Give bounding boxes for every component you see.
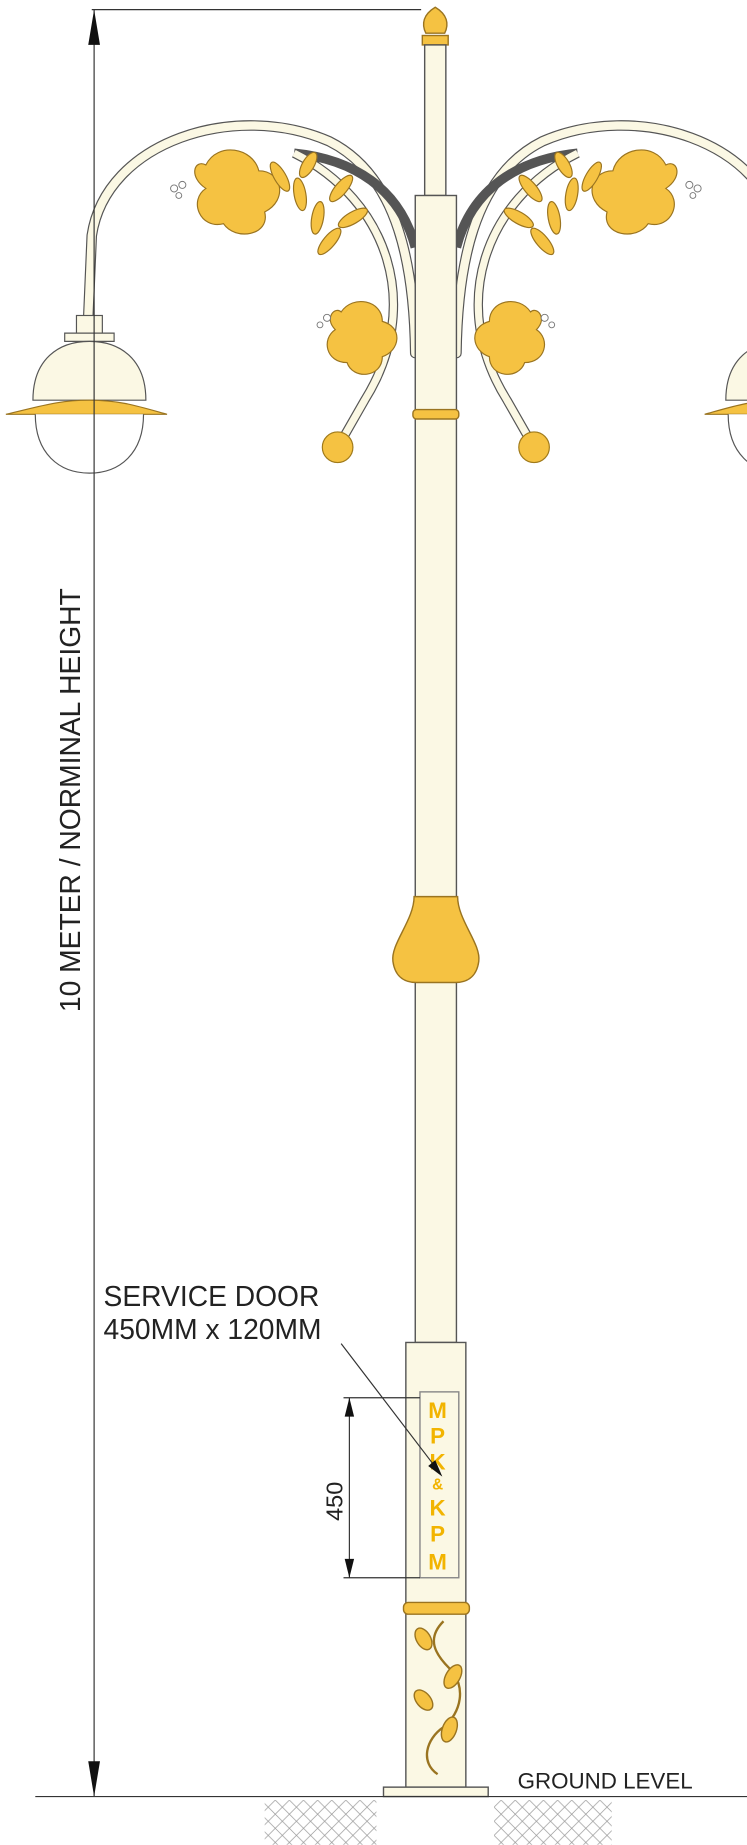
logo-letter: P: [430, 1521, 445, 1546]
logo-letter: M: [428, 1550, 447, 1575]
logo-letter: &: [432, 1477, 443, 1494]
ground-hatch: [494, 1800, 612, 1845]
logo-letter: M: [428, 1398, 447, 1423]
door-height-label: 450: [321, 1482, 347, 1521]
logo-letter: K: [430, 1495, 446, 1520]
left-arm: [6, 125, 415, 473]
drawing: M P K & K P M 10 METER / NORMINAL HEIGHT…: [0, 0, 747, 1845]
service-door-title: SERVICE DOOR: [104, 1280, 320, 1312]
service-door-size: 450MM x 120MM: [104, 1313, 322, 1345]
height-label: 10 METER / NORMINAL HEIGHT: [54, 588, 86, 1012]
right-arm: [456, 125, 747, 473]
ground-label: GROUND LEVEL: [518, 1768, 693, 1793]
logo-letter: P: [430, 1424, 445, 1449]
ground-hatch: [265, 1800, 377, 1845]
